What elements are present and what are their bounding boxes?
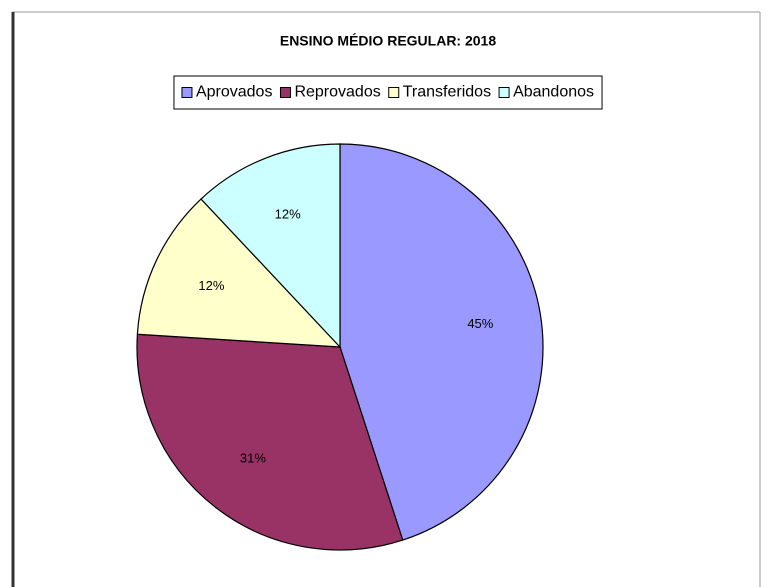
pie-slice	[200, 143, 341, 349]
pie-slice	[339, 143, 544, 541]
legend-label: Transferidos	[403, 84, 491, 101]
legend-label: Reprovados	[294, 84, 380, 101]
pie-slice	[136, 333, 404, 551]
data-label: 12%	[275, 206, 301, 221]
data-label: 45%	[467, 316, 493, 331]
legend-swatch	[498, 87, 510, 98]
data-label: 12%	[198, 278, 224, 293]
legend-label: Abandonos	[513, 84, 594, 101]
legend-label: Aprovados	[196, 84, 273, 101]
legend-box	[173, 75, 603, 110]
legend-swatch	[181, 87, 193, 98]
legend-swatch	[279, 87, 291, 98]
chart-title: ENSINO MÉDIO REGULAR: 2018	[280, 33, 496, 49]
data-label: 31%	[240, 451, 266, 466]
legend-swatch	[388, 87, 400, 98]
pie-slice	[136, 198, 342, 348]
